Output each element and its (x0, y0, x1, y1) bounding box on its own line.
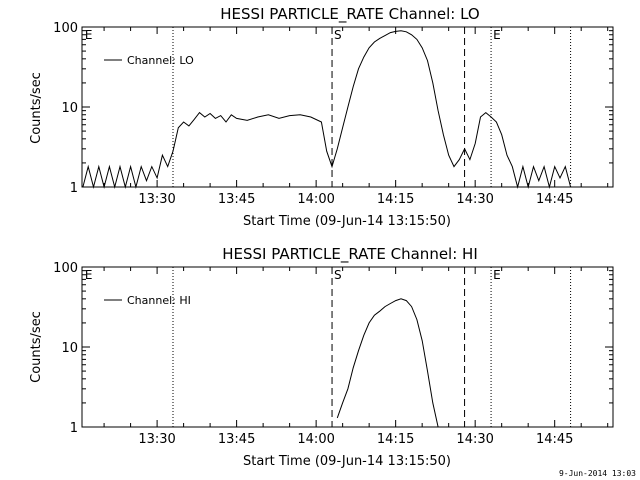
footer-timestamp: 9-Jun-2014 13:03 (559, 469, 636, 478)
y-tick-label: 10 (61, 341, 78, 356)
marker-label: E (85, 268, 93, 282)
marker-label: E (85, 28, 93, 42)
y-axis-label: Counts/sec (29, 72, 44, 144)
x-tick-label: 14:30 (456, 192, 493, 207)
y-tick-label: 1 (70, 421, 78, 436)
y-tick-label: 10 (61, 101, 78, 116)
x-tick-label: 14:00 (297, 432, 334, 447)
x-tick-label: 14:45 (536, 192, 573, 207)
y-tick-label: 100 (53, 261, 78, 276)
marker-label: S (334, 28, 342, 42)
legend-entry: Channel: HI (127, 294, 191, 307)
marker-label: E (493, 268, 501, 282)
x-axis-label: Start Time (09-Jun-14 13:15:50) (243, 214, 451, 229)
chart-panel-hi: HESSI PARTICLE_RATE Channel: HI Start Ti… (29, 245, 614, 469)
marker-label: E (493, 28, 501, 42)
chart-title: HESSI PARTICLE_RATE Channel: LO (220, 5, 479, 24)
marker-label: S (334, 268, 342, 282)
x-axis-label: Start Time (09-Jun-14 13:15:50) (243, 454, 451, 469)
x-tick-label: 13:30 (138, 192, 175, 207)
plot-frame (81, 266, 614, 428)
series-line (82, 30, 572, 189)
y-axis-label: Counts/sec (29, 311, 44, 383)
legend-entry: Channel: LO (127, 54, 194, 67)
x-tick-label: 14:30 (456, 432, 493, 447)
x-tick-label: 13:45 (218, 432, 255, 447)
chart-panel-lo: HESSI PARTICLE_RATE Channel: LO Start Ti… (29, 5, 614, 229)
x-tick-label: 14:15 (377, 192, 414, 207)
x-tick-label: 14:45 (536, 432, 573, 447)
y-tick-label: 100 (53, 21, 78, 36)
x-tick-label: 14:00 (297, 192, 334, 207)
chart-title: HESSI PARTICLE_RATE Channel: HI (222, 245, 478, 264)
x-tick-label: 13:30 (138, 432, 175, 447)
y-tick-label: 1 (70, 181, 78, 196)
x-tick-label: 13:45 (218, 192, 255, 207)
series-line (336, 298, 439, 428)
x-tick-label: 14:15 (377, 432, 414, 447)
